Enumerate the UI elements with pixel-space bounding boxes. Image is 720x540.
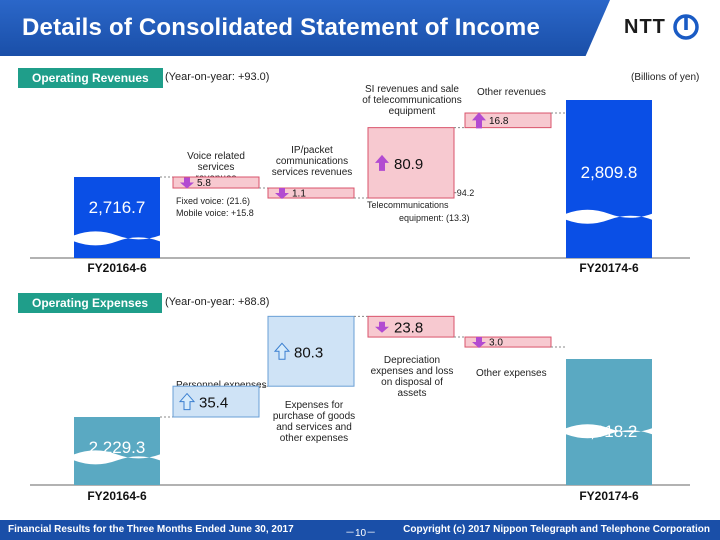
revenues-tag: Operating Revenues — [18, 68, 163, 88]
total-bar-5 — [566, 100, 652, 258]
ip-label: IP/packet communications services revenu… — [271, 145, 353, 178]
other-rev-label: Other revenues — [477, 87, 546, 98]
axis-break — [566, 424, 652, 439]
logo-text: NTT — [624, 15, 666, 38]
up-arrow-icon — [273, 342, 291, 360]
title-band — [0, 0, 610, 56]
up-arrow-icon — [375, 154, 389, 171]
ntt-mark-icon — [673, 14, 699, 40]
header: Details of Consolidated Statement of Inc… — [0, 0, 720, 56]
other-exp-label: Other expenses — [476, 368, 547, 379]
depreciation-label: Depreciation expenses and loss on dispos… — [370, 355, 454, 399]
total-bar-0 — [74, 177, 160, 258]
purchase-label: Expenses for purchase of goods and servi… — [272, 400, 356, 444]
total-value-label: 2,716.7 — [89, 198, 146, 217]
down-arrow-icon — [275, 188, 289, 200]
axis-break — [74, 450, 160, 465]
axis-break — [566, 209, 652, 224]
expenses-tag: Operating Expenses — [18, 293, 163, 313]
up-arrow-icon — [178, 392, 196, 411]
step-bar-4 — [464, 336, 552, 348]
total-bar-5 — [566, 359, 652, 485]
total-value-label: 2,318.2 — [581, 422, 638, 441]
voice-note-fixed: Fixed voice: (21.6) — [176, 196, 251, 206]
category-label: FY20164-6 — [87, 261, 147, 275]
revenues-yoy: (Year-on-year: +93.0) — [165, 71, 270, 83]
step-value-label: 35.4 — [199, 395, 228, 412]
step-bar-4 — [464, 112, 552, 129]
chart-0: 2,716.7 FY20164-6 5.8 1.1 80.9 16.8 2,809.8 FY2… — [30, 100, 690, 275]
step-bar-1 — [172, 176, 260, 189]
chart-1: 2,229.3 FY20164-6 35.4 80.3 23.8 3.0 2,318.2 FY… — [30, 315, 690, 503]
step-value-label: 3.0 — [489, 338, 503, 349]
axis-break — [74, 231, 160, 246]
page-title: Details of Consolidated Statement of Inc… — [22, 14, 541, 41]
page-number: －10－ — [345, 528, 377, 539]
step-value-label: 1.1 — [292, 189, 306, 200]
total-value-label: 2,229.3 — [89, 438, 146, 457]
up-arrow-icon — [472, 112, 486, 129]
voice-note-mobile: Mobile voice: +15.8 — [176, 208, 254, 218]
footer: Financial Results for the Three Months E… — [0, 520, 720, 540]
category-label: FY20174-6 — [579, 489, 639, 503]
expenses-yoy: (Year-on-year: +88.8) — [165, 296, 270, 308]
si-note-3: equipment: (13.3) — [399, 213, 470, 223]
step-value-label: 23.8 — [394, 320, 423, 337]
step-value-label: 80.9 — [394, 156, 423, 173]
total-value-label: 2,809.8 — [581, 163, 638, 182]
step-value-label: 5.8 — [197, 178, 211, 189]
category-label: FY20164-6 — [87, 489, 147, 503]
copyright: Copyright (c) 2017 Nippon Telegraph and … — [403, 524, 710, 535]
step-value-label: 80.3 — [294, 344, 323, 361]
waterfall-charts: 2,716.7 FY20164-6 5.8 1.1 80.9 16.8 2,809.8 FY2… — [30, 100, 690, 503]
step-bar-2 — [267, 187, 355, 199]
step-bar-3 — [367, 315, 455, 338]
step-value-label: 16.8 — [489, 116, 509, 127]
personnel-label: Personnel expenses — [176, 380, 267, 391]
category-label: FY20174-6 — [579, 261, 639, 275]
si-label: SI revenues and sale of telecommunicatio… — [362, 84, 462, 117]
down-arrow-icon — [375, 321, 389, 333]
footer-title: Financial Results for the Three Months E… — [8, 524, 294, 535]
si-note-2: Telecommunications — [367, 200, 449, 210]
down-arrow-icon — [180, 177, 194, 189]
ntt-logo: NTT — [624, 13, 700, 41]
unit-note: (Billions of yen) — [631, 72, 700, 83]
down-arrow-icon — [472, 337, 486, 349]
